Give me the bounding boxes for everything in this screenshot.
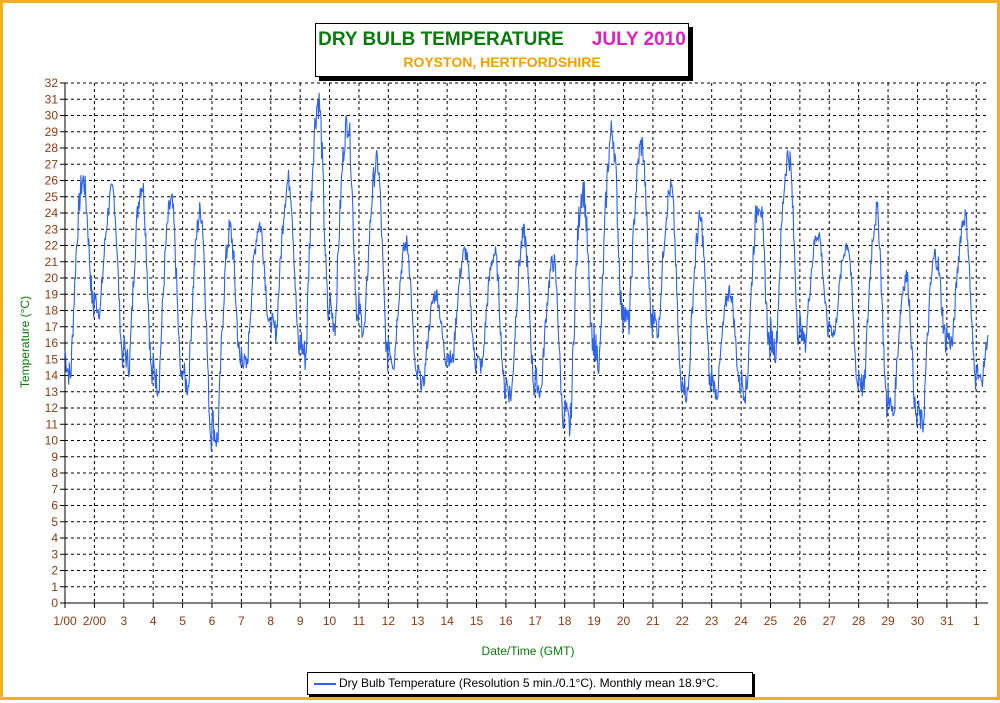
chart-title: DRY BULB TEMPERATURE [318, 29, 564, 50]
y-tick-label: 2 [51, 564, 58, 578]
x-tick-label: 27 [823, 614, 837, 628]
y-tick-label: 13 [45, 385, 59, 399]
y-tick-label: 0 [51, 596, 58, 610]
x-tick-label: 5 [179, 614, 186, 628]
x-tick-label: 9 [297, 614, 304, 628]
y-tick-label: 8 [51, 466, 58, 480]
y-tick-label: 6 [51, 499, 58, 513]
x-tick-label: 10 [323, 614, 337, 628]
y-tick-label: 15 [45, 352, 59, 366]
y-tick-label: 30 [45, 109, 59, 123]
y-axis-label: Temperature (°C) [18, 296, 32, 388]
y-tick-label: 23 [45, 222, 59, 236]
y-tick-label: 18 [45, 304, 59, 318]
y-tick-labels: 0123456789101112131415161718192021222324… [45, 76, 59, 610]
x-tick-label: 17 [529, 614, 543, 628]
x-tick-label: 25 [764, 614, 778, 628]
x-tick-label: 7 [238, 614, 245, 628]
x-tick-label: 23 [705, 614, 719, 628]
x-tick-label: 3 [120, 614, 127, 628]
series [64, 92, 989, 452]
x-tick-label: 8 [267, 614, 274, 628]
y-tick-label: 4 [51, 531, 58, 545]
y-tick-label: 19 [45, 287, 59, 301]
y-tick-label: 22 [45, 239, 59, 253]
y-tick-label: 7 [51, 482, 58, 496]
y-tick-label: 31 [45, 92, 59, 106]
y-tick-label: 21 [45, 255, 59, 269]
x-tick-label: 2/00 [83, 614, 107, 628]
x-tick-label: 21 [646, 614, 660, 628]
x-tick-label: 16 [499, 614, 513, 628]
y-tick-label: 26 [45, 174, 59, 188]
x-tick-label: 11 [353, 614, 366, 628]
legend: Dry Bulb Temperature (Resolution 5 min./… [307, 672, 753, 695]
x-tick-label: 15 [470, 614, 484, 628]
x-tick-label: 18 [558, 614, 572, 628]
x-tick-label: 1 [973, 614, 980, 628]
x-axis-label: Date/Time (GMT) [482, 644, 575, 658]
x-tick-label: 24 [734, 614, 748, 628]
x-tick-labels: 1/00 2/00 3 4 5 6 7 8 9 10 11 12 13 14 15 16 17 18 19 20 21 2… [53, 614, 980, 628]
chart-title-month: JULY 2010 [591, 29, 686, 50]
y-tick-label: 1 [51, 580, 58, 594]
y-tick-label: 9 [51, 450, 58, 464]
legend-entry: Dry Bulb Temperature (Resolution 5 min./… [339, 676, 719, 690]
y-tick-label: 29 [45, 125, 59, 139]
y-tick-label: 27 [45, 157, 59, 171]
x-tick-label: 19 [587, 614, 601, 628]
y-tick-label: 14 [45, 369, 59, 383]
y-tick-label: 11 [46, 417, 59, 431]
x-tick-label: 28 [852, 614, 866, 628]
y-tick-label: 28 [45, 141, 59, 155]
y-tick-label: 10 [45, 434, 59, 448]
x-tick-label: 26 [793, 614, 807, 628]
legend-line-swatch [314, 683, 336, 685]
y-tick-label: 32 [45, 76, 59, 90]
y-tick-label: 3 [51, 547, 58, 561]
y-tick-label: 5 [51, 515, 58, 529]
y-tick-label: 16 [45, 336, 59, 350]
x-tick-label: 30 [911, 614, 925, 628]
x-tick-label: 22 [676, 614, 690, 628]
temperature-series-line [64, 92, 989, 452]
x-tick-label: 4 [150, 614, 157, 628]
x-tick-label: 31 [940, 614, 954, 628]
grid [65, 82, 988, 603]
x-tick-label: 6 [209, 614, 216, 628]
y-tick-label: 20 [45, 271, 59, 285]
x-tick-label: 29 [881, 614, 895, 628]
y-tick-label: 25 [45, 190, 59, 204]
x-tick-label: 20 [617, 614, 631, 628]
x-tick-label: 12 [382, 614, 396, 628]
y-tick-label: 12 [45, 401, 59, 415]
y-tick-label: 24 [45, 206, 59, 220]
title-box: DRY BULB TEMPERATURE JULY 2010 ROYSTON, H… [315, 23, 689, 77]
y-tick-label: 17 [45, 320, 59, 334]
chart-subtitle: ROYSTON, HERTFORDSHIRE [403, 54, 601, 70]
axes [60, 82, 988, 608]
x-tick-label: 14 [440, 614, 454, 628]
temperature-chart: 0123456789101112131415161718192021222324… [18, 76, 989, 658]
x-tick-label: 1/00 [53, 614, 77, 628]
x-tick-label: 13 [411, 614, 425, 628]
